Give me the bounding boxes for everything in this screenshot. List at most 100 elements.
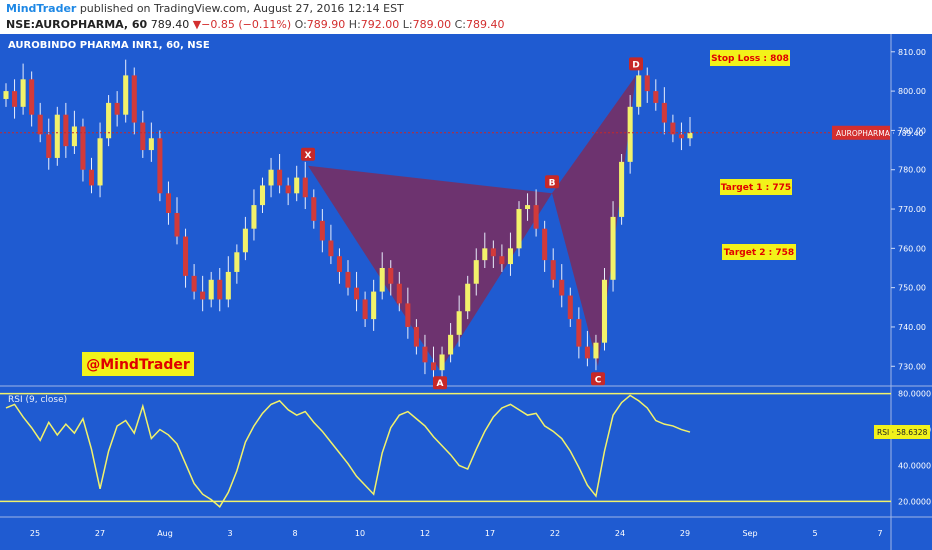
- annotation-text: Target 1 : 775: [721, 183, 791, 193]
- annotation-text: Stop Loss : 808: [711, 54, 789, 64]
- pattern-point-badge: [433, 376, 447, 390]
- close-value: 789.40: [466, 18, 505, 31]
- low-value: 789.00: [412, 18, 452, 31]
- candle-body: [619, 161, 625, 217]
- price-axis-area: [892, 34, 932, 550]
- open-label: O:: [294, 18, 307, 31]
- candle-body: [46, 134, 52, 158]
- pattern-triangle-bcd: [552, 75, 636, 367]
- time-tick-label: 29: [680, 529, 690, 538]
- candle-body: [601, 279, 608, 343]
- candle-body: [12, 91, 18, 107]
- candle-body: [610, 216, 616, 280]
- candle-body: [542, 228, 548, 261]
- pattern-point-badge: [545, 175, 559, 189]
- candle-body: [63, 114, 69, 147]
- candle-body: [661, 102, 667, 123]
- candle-body: [362, 299, 368, 320]
- time-tick-label: 24: [615, 529, 625, 538]
- time-tick-label: 17: [485, 529, 495, 538]
- candle-body: [80, 126, 86, 170]
- time-tick-label: 12: [420, 529, 430, 538]
- candle-body: [687, 132, 693, 139]
- time-tick-label: 25: [30, 529, 40, 538]
- candle-body: [311, 197, 317, 221]
- open-value: 789.90: [306, 18, 346, 31]
- candle-body: [525, 205, 531, 210]
- candle-body: [388, 268, 394, 284]
- pattern-point-badge: [591, 372, 605, 386]
- candle-body: [345, 271, 351, 288]
- rsi-tick-label: 80.0000: [898, 390, 931, 399]
- time-axis-ticks: 25 27 Aug 3 8 10 12 17 22 24 29 Sep 5 7: [30, 529, 883, 538]
- candle-body: [3, 91, 9, 99]
- time-tick-label: 8: [292, 529, 297, 538]
- price-tick-label: 790.00: [898, 126, 926, 135]
- candle-body: [379, 268, 385, 292]
- chart-annotations: Stop Loss : 808 Target 1 : 775 Target 2 : …: [82, 50, 796, 376]
- rsi-tick-label: 20.0000: [898, 497, 931, 506]
- candle-body: [396, 283, 402, 304]
- time-tick-label: 22: [550, 529, 560, 538]
- candle-body: [225, 271, 231, 300]
- author-link[interactable]: MindTrader: [6, 2, 77, 15]
- candle-body: [439, 354, 445, 371]
- rsi-title: RSI (9, close): [8, 395, 67, 405]
- pattern-point-label: A: [437, 379, 444, 389]
- publish-line: MindTrader published on TradingView.com,…: [6, 2, 404, 15]
- candle-body: [123, 75, 129, 115]
- time-tick-label: 5: [812, 529, 817, 538]
- candle-body: [259, 185, 266, 206]
- candle-body: [550, 260, 556, 280]
- candle-body: [183, 236, 189, 276]
- candle-body: [593, 342, 599, 359]
- candle-body: [191, 275, 197, 292]
- candle-body: [627, 106, 633, 162]
- candle-body: [88, 169, 95, 186]
- candle-body: [148, 138, 154, 151]
- price-tick-label: 750.00: [898, 284, 926, 293]
- candle-body: [319, 220, 325, 241]
- pattern-triangle-xab: [308, 165, 552, 371]
- chart-title: AUROBINDO PHARMA INR1, 60, NSE: [8, 40, 210, 51]
- candle-body: [285, 185, 291, 194]
- time-tick-label: 3: [227, 529, 232, 538]
- time-tick-label: Sep: [742, 529, 757, 538]
- candle-body: [576, 319, 582, 347]
- candle-body: [217, 279, 223, 300]
- pattern-point-labels: X A B C D: [301, 57, 643, 390]
- candle-body: [165, 193, 171, 213]
- candle-body: [448, 334, 454, 355]
- candle-body: [516, 209, 522, 249]
- time-tick-label: 10: [355, 529, 365, 538]
- close-label: C:: [454, 18, 467, 31]
- candlestick-series: [3, 59, 693, 382]
- current-price-line: AUROPHARMA · 789.40: [0, 125, 923, 140]
- candle-body: [405, 303, 411, 327]
- candle-body: [422, 346, 428, 363]
- candle-body: [559, 279, 565, 296]
- annotation-box: [722, 244, 796, 260]
- candle-body: [644, 75, 650, 92]
- candle-body: [371, 291, 377, 320]
- candle-body: [678, 134, 684, 139]
- published-text: published on TradingView.com, August 27,…: [79, 2, 404, 15]
- rsi-current-tag-text: RSI · 58.6328: [877, 428, 928, 437]
- candle-body: [277, 169, 283, 186]
- candle-body: [97, 138, 103, 186]
- current-price-tag: [832, 125, 890, 140]
- price-change: −0.85 (−0.11%): [201, 18, 292, 31]
- candle-body: [336, 256, 342, 272]
- price-tick-label: 730.00: [898, 362, 926, 371]
- candle-body: [234, 252, 240, 272]
- low-label: L:: [402, 18, 413, 31]
- candle-body: [242, 228, 248, 253]
- annotation-box: [710, 50, 790, 66]
- time-tick-label: Aug: [157, 529, 173, 538]
- candle-body: [533, 205, 539, 229]
- candle-body: [200, 291, 206, 300]
- chart-canvas[interactable]: 730.00 740.00 750.00 760.00 770.00 780.00 790.…: [0, 34, 932, 550]
- time-tick-label: 27: [95, 529, 105, 538]
- candle-body: [328, 240, 334, 257]
- high-value: 792.00: [360, 18, 400, 31]
